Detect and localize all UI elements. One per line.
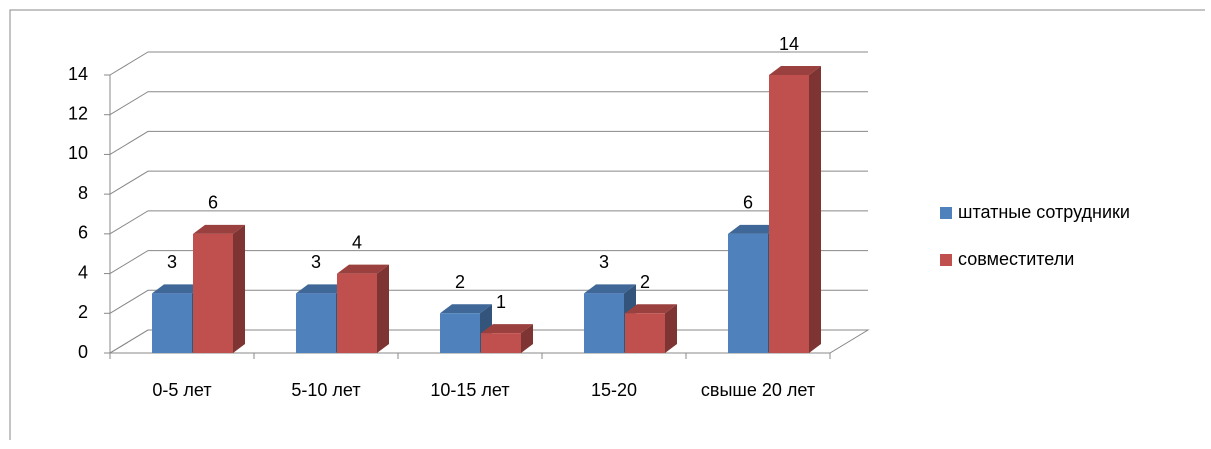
y-tick-label: 12 — [68, 103, 88, 123]
bar-front — [296, 293, 336, 353]
bar — [193, 224, 245, 353]
bar-top — [337, 264, 389, 274]
bar-top — [728, 224, 780, 234]
value-label: 4 — [352, 232, 362, 252]
y-tick-label: 2 — [78, 302, 88, 322]
bar-top — [440, 304, 492, 314]
bar-top — [625, 304, 677, 314]
bar-front — [337, 273, 377, 353]
legend-swatch — [940, 207, 952, 219]
bar — [337, 264, 389, 353]
grid-line — [109, 170, 868, 195]
bar-side — [809, 66, 821, 353]
x-tick-label: свыше 20 лет — [700, 380, 816, 400]
bar-top — [481, 324, 533, 334]
bar-front — [193, 233, 233, 353]
value-label: 3 — [599, 252, 609, 272]
grid-line — [109, 210, 868, 235]
bar-side — [521, 324, 533, 353]
x-tick-label: 10-15 лет — [430, 380, 510, 400]
bar-top — [584, 284, 636, 294]
y-tick-label: 8 — [78, 183, 88, 203]
grid-line — [109, 51, 868, 76]
bar — [769, 66, 821, 353]
bar — [625, 304, 677, 353]
bar-side — [233, 224, 245, 353]
y-tick-label: 6 — [78, 223, 88, 243]
bar-top — [152, 284, 204, 294]
grid-line — [109, 130, 868, 155]
bar-front — [728, 233, 768, 353]
bar-front — [440, 313, 480, 353]
bar-front — [584, 293, 624, 353]
legend-label: совместители — [958, 249, 1074, 269]
grid-line — [109, 91, 868, 116]
y-tick-label: 10 — [68, 143, 88, 163]
bar-front — [769, 75, 809, 353]
value-label: 6 — [743, 193, 753, 213]
value-label: 1 — [496, 292, 506, 312]
value-label: 3 — [311, 252, 321, 272]
bar-front — [481, 333, 521, 353]
y-tick-label: 14 — [68, 64, 88, 84]
bar-top — [296, 284, 348, 294]
value-label: 2 — [455, 272, 465, 292]
y-tick-label: 4 — [78, 262, 88, 282]
grid-line — [109, 250, 868, 274]
value-label: 6 — [208, 193, 218, 213]
bar — [481, 324, 533, 353]
value-label: 14 — [779, 34, 799, 54]
bar-top — [769, 66, 821, 75]
legend-label: штатные сотрудники — [958, 202, 1130, 222]
legend-swatch — [940, 254, 952, 266]
bar-side — [377, 264, 389, 353]
value-label: 2 — [640, 272, 650, 292]
y-tick-label: 0 — [78, 342, 88, 362]
bar-front — [152, 293, 192, 353]
bar-top — [193, 224, 245, 234]
x-tick-label: 15-20 — [590, 380, 638, 400]
chart-frame — [9, 9, 1205, 440]
x-tick-label: 5-10 лет — [291, 380, 361, 400]
bar-side — [665, 304, 677, 353]
value-label: 3 — [167, 252, 177, 272]
x-tick-label: 0-5 лет — [152, 380, 212, 400]
bar-front — [625, 313, 665, 353]
